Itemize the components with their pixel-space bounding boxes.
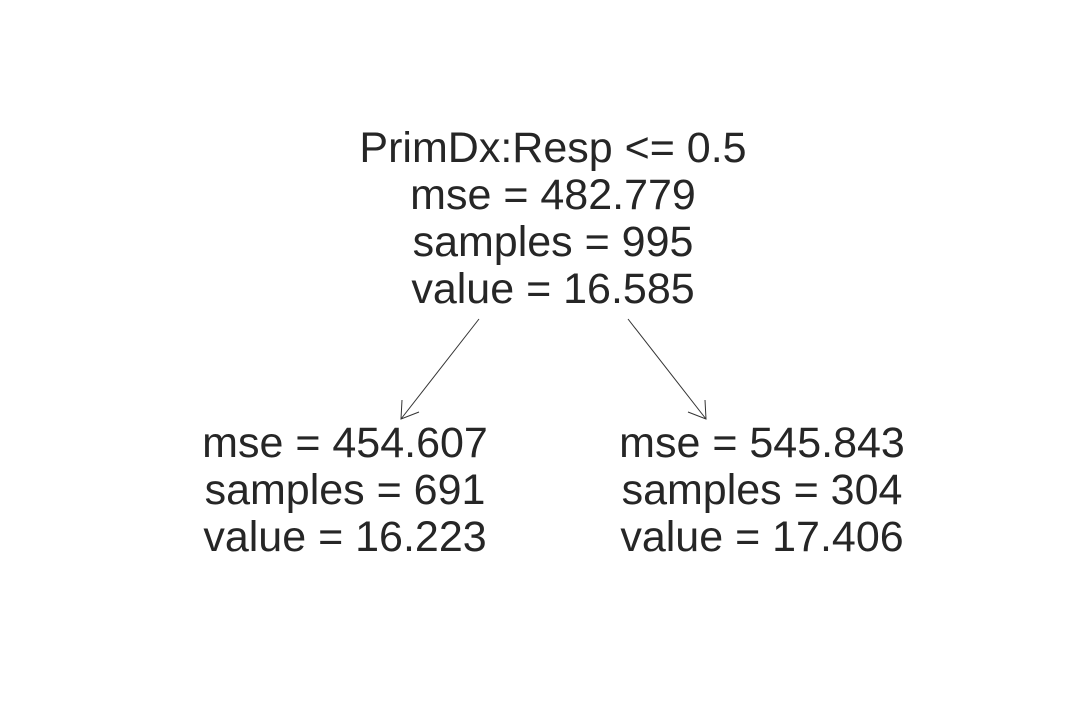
tree-node-root: PrimDx:Resp <= 0.5 mse = 482.779 samples… — [340, 125, 766, 313]
split-condition: PrimDx:Resp <= 0.5 — [359, 124, 747, 172]
node-value: value = 17.406 — [620, 513, 904, 561]
node-value: value = 16.585 — [411, 265, 695, 313]
node-mse: mse = 454.607 — [202, 419, 488, 467]
tree-node-right-leaf: mse = 545.843 samples = 304 value = 17.4… — [567, 420, 957, 561]
edge-root-to-left — [400, 318, 480, 420]
node-mse: mse = 545.843 — [619, 419, 905, 467]
tree-node-left-leaf: mse = 454.607 samples = 691 value = 16.2… — [150, 420, 540, 561]
node-samples: samples = 304 — [621, 466, 903, 514]
edge-root-to-right — [627, 318, 707, 420]
node-mse: mse = 482.779 — [410, 171, 696, 219]
node-samples: samples = 691 — [204, 466, 486, 514]
node-samples: samples = 995 — [412, 218, 694, 266]
node-value: value = 16.223 — [203, 513, 487, 561]
